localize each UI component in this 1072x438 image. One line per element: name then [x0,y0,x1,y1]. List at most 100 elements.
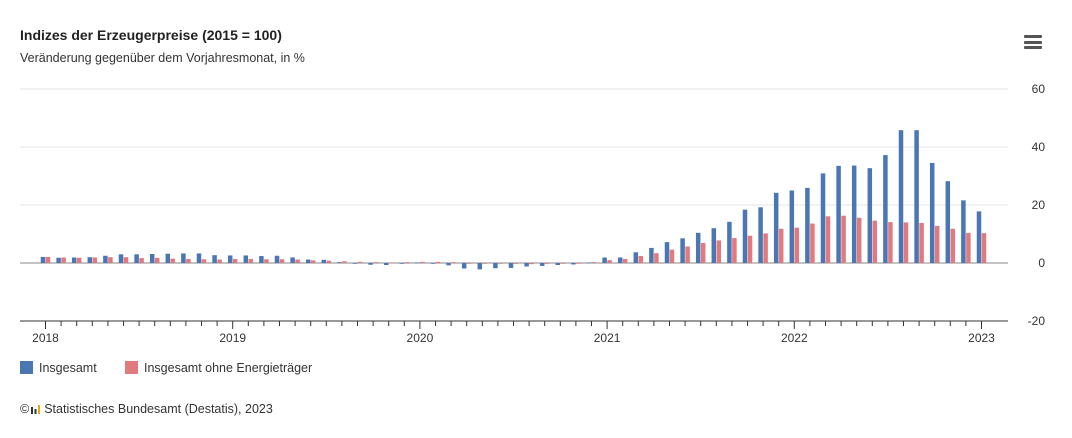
bar-insgesamt [898,130,904,263]
bar-ohne-energietraeger [420,261,425,263]
y-tick-label: 0 [1038,256,1045,270]
bar-ohne-energietraeger [950,228,956,263]
bar-ohne-energietraeger [638,256,644,263]
credits-text: Statistisches Bundesamt (Destatis), 2023 [44,402,273,416]
bar-ohne-energietraeger [279,259,285,263]
bar-insgesamt [680,238,685,263]
bar-insgesamt [586,262,592,264]
bar-ohne-energietraeger [217,259,222,263]
bar-ohne-energietraeger [841,215,846,263]
y-tick-label: 60 [1032,82,1046,96]
bar-ohne-energietraeger [342,261,347,263]
bar-ohne-energietraeger [154,257,160,263]
credits[interactable]: © Statistisches Bundesamt (Destatis), 202… [20,402,273,416]
legend-label-insgesamt: Insgesamt [39,361,97,375]
destatis-logo-icon [31,405,41,414]
bar-ohne-energietraeger [170,258,176,263]
bar-insgesamt [461,263,467,269]
bar-insgesamt [71,257,77,263]
legend-item-insgesamt[interactable]: Insgesamt [20,361,97,375]
bar-ohne-energietraeger [61,257,66,263]
y-tick-label: 40 [1032,140,1046,154]
bar-ohne-energietraeger [669,249,675,263]
bar-ohne-energietraeger [388,262,394,264]
bar-ohne-energietraeger [435,261,441,263]
bar-insgesamt [446,263,451,266]
bar-ohne-energietraeger [201,259,207,263]
bar-ohne-energietraeger [232,258,238,263]
bar-ohne-energietraeger [934,225,940,263]
bar-ohne-energietraeger [747,235,753,263]
bar-insgesamt [337,262,342,263]
bar-insgesamt [352,263,358,264]
x-tick-label: 2023 [968,331,995,345]
bar-insgesamt [56,257,61,263]
bar-ohne-energietraeger [700,242,706,263]
x-tick-label: 2018 [32,331,59,345]
bar-insgesamt [820,173,826,263]
bar-ohne-energietraeger [108,257,113,263]
bar-insgesamt [649,247,654,263]
bar-ohne-energietraeger [326,260,332,263]
bar-ohne-energietraeger [560,263,566,264]
menu-line-icon [1024,46,1042,49]
bar-ohne-energietraeger [856,217,862,263]
bar-insgesamt [867,168,873,263]
bar-insgesamt [695,232,701,263]
bar-insgesamt [711,228,717,263]
bar-insgesamt [243,255,249,263]
bar-insgesamt [914,130,919,263]
bar-insgesamt [415,262,420,264]
bar-ohne-energietraeger [264,259,269,263]
bar-ohne-energietraeger [186,258,191,263]
bar-insgesamt [789,190,795,263]
bar-ohne-energietraeger [498,263,503,264]
bar-ohne-energietraeger [529,263,534,265]
bar-insgesamt [727,221,732,263]
bar-ohne-energietraeger [357,261,363,263]
bar-ohne-energietraeger [654,253,659,263]
bar-ohne-energietraeger [872,220,878,263]
bar-insgesamt [742,209,748,263]
bar-insgesamt [508,263,514,268]
bar-ohne-energietraeger [482,263,488,264]
bar-ohne-energietraeger [716,240,722,263]
x-tick-label: 2022 [781,331,808,345]
chart-title: Indizes der Erzeugerpreise (2015 = 100) [20,27,282,43]
bar-insgesamt [602,257,607,263]
menu-line-icon [1024,35,1042,38]
legend-swatch-ohne-energie [125,361,138,374]
x-tick-label: 2020 [407,331,434,345]
bar-ohne-energietraeger [763,233,768,263]
bar-insgesamt [430,263,436,264]
bar-ohne-energietraeger [810,223,815,263]
bar-insgesamt [945,181,951,263]
bar-ohne-energietraeger [919,222,924,263]
bar-ohne-energietraeger [45,256,51,263]
bar-insgesamt [664,242,670,263]
bar-insgesamt [571,263,576,265]
hamburger-menu-icon[interactable] [1024,35,1042,49]
bar-ohne-energietraeger [981,233,987,263]
bar-ohne-energietraeger [466,263,472,264]
bar-ohne-energietraeger [622,258,628,263]
bar-insgesamt [758,207,763,263]
bar-ohne-energietraeger [888,222,893,263]
bar-ohne-energietraeger [92,257,98,263]
bar-insgesamt [290,257,295,263]
bar-ohne-energietraeger [310,260,316,263]
bar-insgesamt [805,187,810,263]
bar-ohne-energietraeger [825,216,831,263]
legend-swatch-insgesamt [20,361,33,374]
bar-insgesamt [383,263,389,266]
bar-insgesamt [929,162,935,263]
bar-insgesamt [181,253,186,263]
legend-item-ohne-energie[interactable]: Insgesamt ohne Energieträger [125,361,312,375]
bar-insgesamt [305,259,311,263]
bar-ohne-energietraeger [732,238,737,263]
bar-ohne-energietraeger [591,262,597,263]
bar-insgesamt [227,255,233,263]
bar-ohne-energietraeger [451,262,456,263]
bar-insgesamt [103,255,108,263]
bar-ohne-energietraeger [607,260,612,263]
